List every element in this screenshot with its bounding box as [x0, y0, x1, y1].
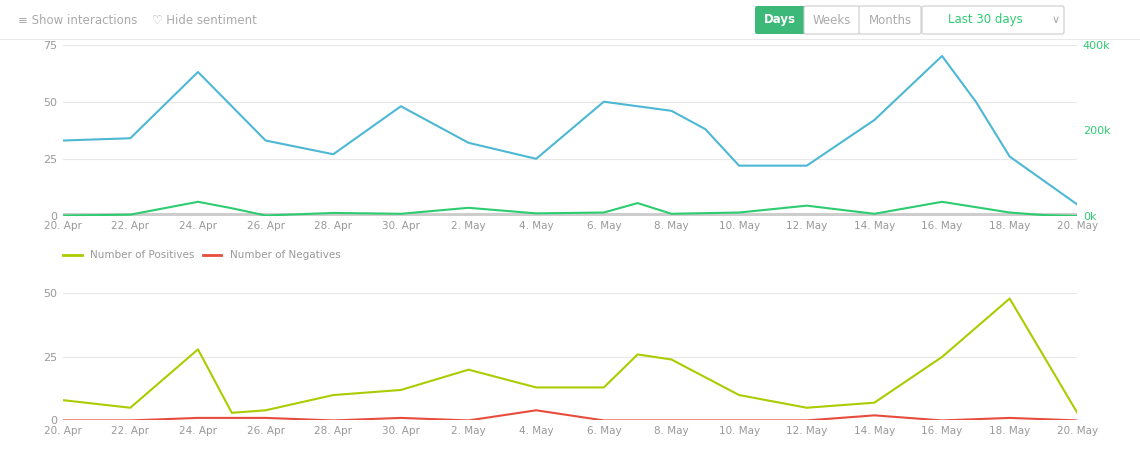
Text: Days: Days: [764, 14, 796, 27]
Text: Weeks: Weeks: [813, 14, 852, 27]
Text: Months: Months: [869, 14, 912, 27]
Text: Last 30 days: Last 30 days: [947, 14, 1023, 27]
FancyBboxPatch shape: [804, 6, 860, 34]
FancyBboxPatch shape: [922, 6, 1064, 34]
Text: ♡ Hide sentiment: ♡ Hide sentiment: [152, 14, 256, 27]
Text: ⊙: ⊙: [1088, 0, 1098, 3]
Text: ∨: ∨: [1052, 15, 1060, 25]
FancyBboxPatch shape: [860, 6, 921, 34]
FancyBboxPatch shape: [755, 6, 805, 34]
Text: ≡ Show interactions: ≡ Show interactions: [18, 14, 138, 27]
Legend: Number of Positives, Number of Negatives: Number of Positives, Number of Negatives: [63, 250, 341, 260]
